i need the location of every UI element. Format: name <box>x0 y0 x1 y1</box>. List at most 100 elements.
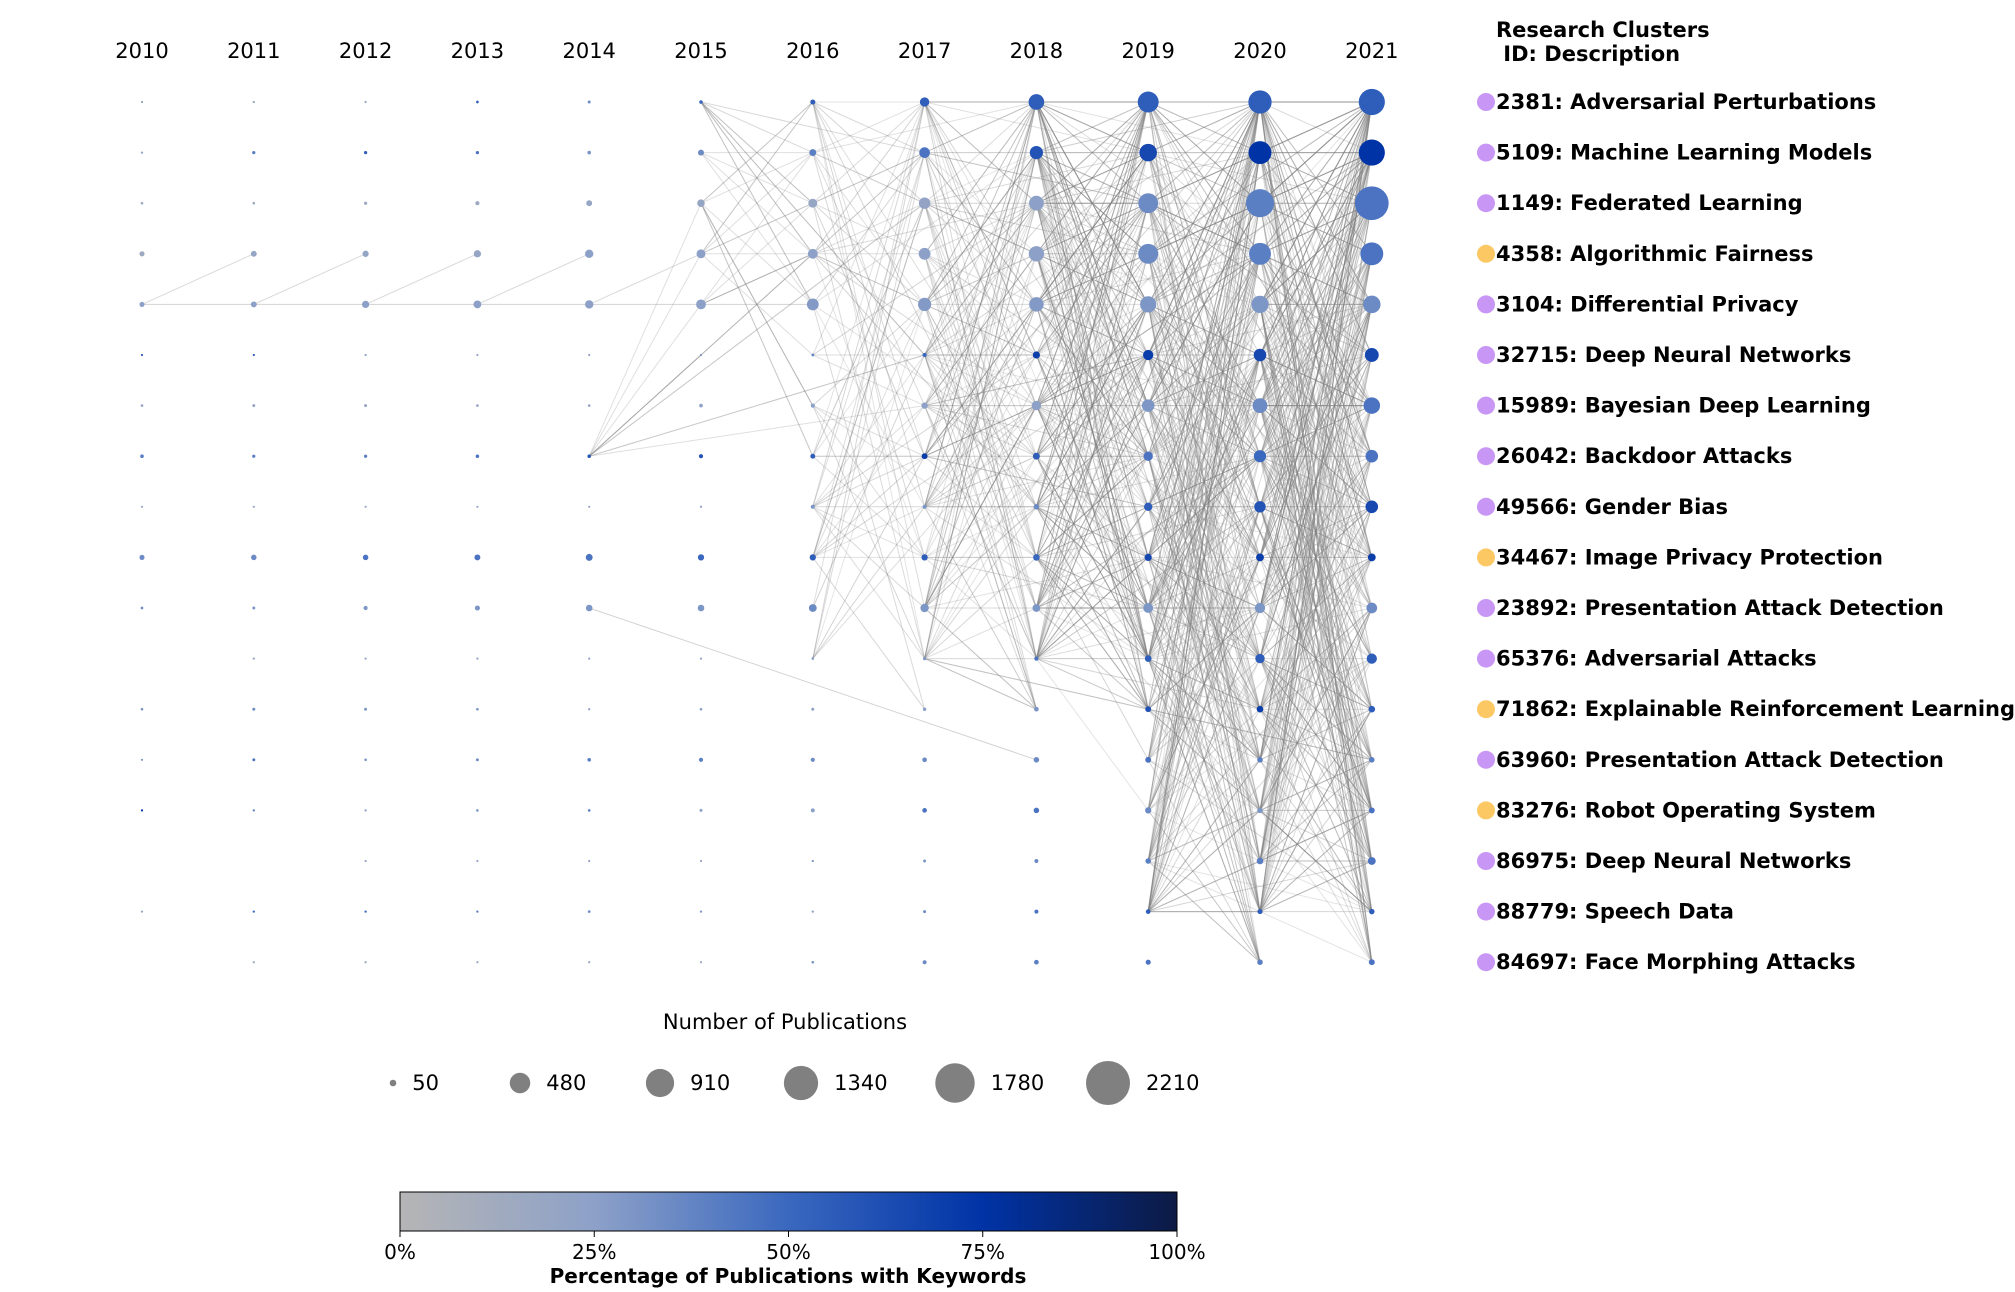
cluster-link <box>1147 405 1261 963</box>
cluster-link <box>1035 253 1261 912</box>
cluster-link <box>812 202 1037 356</box>
cluster-link <box>1147 152 1373 508</box>
cluster-link <box>924 658 1149 710</box>
cluster-link <box>1035 253 1149 609</box>
cluster-link <box>1036 253 1149 305</box>
bubble <box>364 404 368 408</box>
bubble <box>1369 757 1375 763</box>
cluster-link <box>1035 202 1149 356</box>
cluster-link <box>1259 152 1373 558</box>
cluster-link <box>1259 658 1373 811</box>
cluster-link <box>1035 253 1149 609</box>
cluster-link <box>700 253 814 305</box>
cluster-link <box>1147 253 1373 609</box>
cluster-link <box>1259 152 1373 356</box>
bubble <box>587 757 592 762</box>
bubble <box>475 454 480 458</box>
cluster-link <box>1259 101 1373 811</box>
cluster-link <box>1147 304 1373 761</box>
cluster-link <box>1259 253 1373 305</box>
cluster-link <box>1259 101 1373 356</box>
cluster-link <box>1036 101 1149 154</box>
cluster-link <box>812 101 926 457</box>
cluster-link <box>1147 455 1373 710</box>
cluster-link <box>1147 354 1261 508</box>
cluster-link <box>588 202 925 457</box>
bubble <box>1254 501 1266 513</box>
cluster-link <box>1147 456 1261 760</box>
cluster-link <box>1147 354 1261 912</box>
cluster-link <box>1147 456 1261 912</box>
cluster-link <box>1035 101 1149 406</box>
cluster-link <box>1259 101 1373 154</box>
bubble <box>1145 959 1151 965</box>
cluster-link <box>924 354 1037 457</box>
bubble <box>923 859 927 863</box>
bubble <box>1365 500 1379 514</box>
cluster-link <box>1035 101 1149 457</box>
cluster-link <box>588 253 702 457</box>
cluster-link <box>812 202 925 255</box>
cluster-link <box>1035 455 1149 710</box>
cluster-link <box>812 253 926 558</box>
cluster-link <box>1259 304 1373 659</box>
cluster-link <box>924 101 1037 659</box>
cluster-link <box>1259 607 1373 811</box>
cluster-link <box>924 506 1037 609</box>
cluster-link <box>1147 101 1261 356</box>
cluster-link <box>1035 202 1149 406</box>
bubble <box>1368 807 1375 814</box>
cluster-link <box>1036 658 1149 710</box>
cluster-link <box>1147 354 1261 710</box>
year-label-2017: 2017 <box>898 39 951 63</box>
cluster-link <box>1147 101 1261 457</box>
cluster-link <box>1259 354 1373 760</box>
bubble <box>588 657 591 660</box>
cluster-link <box>1147 101 1261 154</box>
cluster-link <box>924 152 1037 305</box>
cluster-link <box>1259 759 1373 912</box>
cluster-link <box>812 354 1037 508</box>
cluster-link <box>1259 708 1373 761</box>
cluster-link <box>1259 455 1373 710</box>
cluster-link <box>1259 101 1373 154</box>
cluster-link <box>1147 354 1261 912</box>
cluster-link <box>1259 405 1373 710</box>
bubble <box>364 758 367 762</box>
cluster-marker-icon <box>1477 346 1495 364</box>
bubble <box>250 250 257 257</box>
cluster-link <box>924 101 1037 507</box>
cluster-link <box>812 101 926 507</box>
cluster-link <box>1259 708 1373 811</box>
cluster-link <box>1259 455 1373 659</box>
cluster-link <box>1147 152 1261 558</box>
bubble <box>921 554 928 561</box>
year-label-2011: 2011 <box>227 39 280 63</box>
bubble <box>364 353 367 357</box>
cluster-link <box>1147 354 1261 558</box>
cluster-link <box>1259 152 1373 204</box>
bubble <box>1256 553 1264 562</box>
cluster-link <box>1259 506 1373 912</box>
cluster-link <box>1147 202 1261 255</box>
cluster-link <box>1147 101 1261 760</box>
cluster-link <box>1259 304 1373 508</box>
cluster-link <box>1259 152 1373 457</box>
bubble <box>697 199 705 207</box>
cluster-link <box>924 152 1037 659</box>
cluster-link <box>812 455 925 558</box>
cluster-link <box>1259 101 1373 507</box>
cluster-link <box>1147 607 1261 710</box>
cluster-link <box>1259 203 1373 507</box>
cluster-link <box>1147 607 1261 912</box>
cluster-link <box>1147 405 1261 558</box>
cluster-link <box>1147 557 1261 710</box>
cluster-link <box>1147 304 1261 811</box>
year-label-2021: 2021 <box>1345 39 1398 63</box>
cluster-link <box>1259 658 1373 761</box>
cluster-link <box>1035 253 1149 508</box>
cluster-link <box>1147 607 1373 862</box>
cluster-link <box>924 101 1037 457</box>
cluster-link <box>1035 152 1149 659</box>
